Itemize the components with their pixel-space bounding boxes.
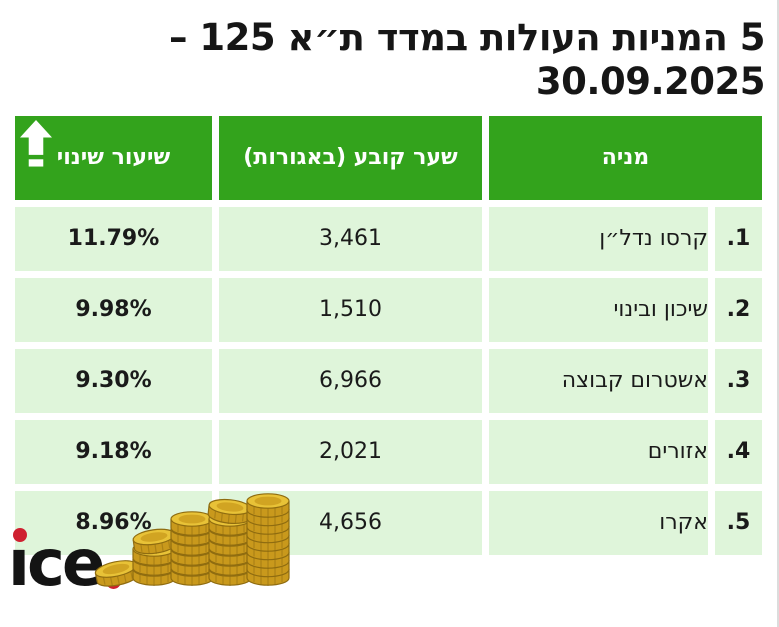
stock-name: קרסו נדל״ן: [488, 206, 708, 271]
table-row: .2 שיכון ובינוי 1,510 9.98%: [14, 277, 762, 342]
stock-price: 6,966: [218, 348, 482, 413]
ice-logo-i-dot: [13, 528, 27, 542]
page-title: 5 המניות העולות במדד ת״א 125 – 30.09.202…: [168, 16, 766, 104]
stock-name: אקרו: [488, 490, 708, 555]
coins-illustration: [92, 490, 292, 592]
row-number: .2: [715, 277, 762, 342]
row-number: .3: [715, 348, 762, 413]
row-number: .4: [715, 419, 762, 484]
column-header-price: שער קובע (באגורות): [218, 115, 482, 200]
stock-price: 2,021: [218, 419, 482, 484]
table-row: .1 קרסו נדל״ן 3,461 11.79%: [14, 206, 762, 271]
stock-change: 9.30%: [14, 348, 212, 413]
row-number: .5: [715, 490, 762, 555]
table-header-row: מניה שער קובע (באגורות) שיעור שינוי: [14, 115, 762, 200]
row-number: .1: [715, 206, 762, 271]
ice-logo-text: ıce: [8, 527, 105, 601]
column-header-stock-label: מניה: [601, 145, 650, 171]
column-header-change: שיעור שינוי: [14, 115, 212, 200]
table-row: .5 אקרו 4,656 8.96%: [14, 490, 762, 555]
stock-name: שיכון ובינוי: [488, 277, 708, 342]
up-arrow-icon: [19, 119, 52, 168]
stock-name: אזורים: [488, 419, 708, 484]
stock-change: 9.18%: [14, 419, 212, 484]
column-header-price-label: שער קובע (באגורות): [243, 145, 458, 171]
column-header-change-label: שיעור שינוי: [56, 145, 171, 171]
stock-change: 9.98%: [14, 277, 212, 342]
table-row: .3 אשטרום קבוצה 6,966 9.30%: [14, 348, 762, 413]
table-row: .4 אזורים 2,021 9.18%: [14, 419, 762, 484]
column-header-stock: מניה: [488, 115, 762, 200]
stock-name: אשטרום קבוצה: [488, 348, 708, 413]
stocks-table: מניה שער קובע (באגורות) שיעור שינוי: [8, 109, 769, 562]
stock-price: 1,510: [218, 277, 482, 342]
stock-price: 3,461: [218, 206, 482, 271]
stock-change: 11.79%: [14, 206, 212, 271]
